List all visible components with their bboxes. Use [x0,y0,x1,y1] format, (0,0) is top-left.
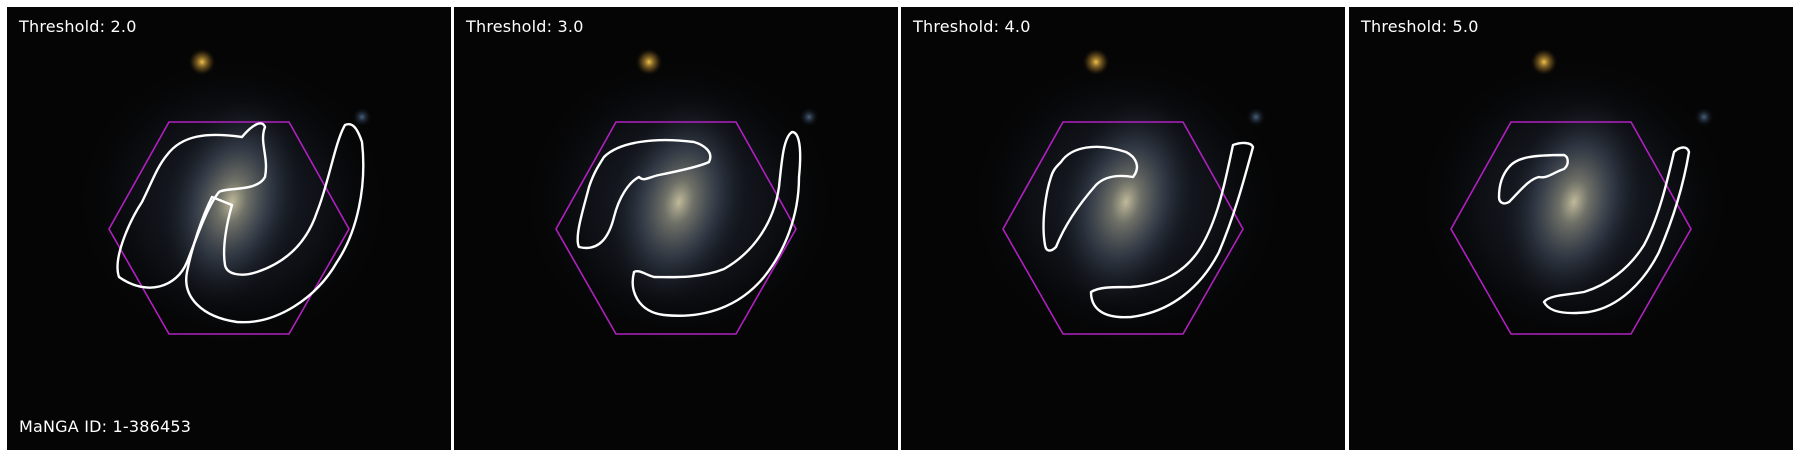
spiral-arm-contour [1542,146,1691,315]
spiral-arm-contour [1497,153,1569,205]
panel-threshold-4: Threshold: 4.0 [901,7,1345,450]
threshold-label: Threshold: 3.0 [466,17,584,36]
ifu-hexagon-outline [1002,121,1244,335]
galaxy-image [1349,7,1793,450]
threshold-label: Threshold: 4.0 [913,17,1031,36]
spiral-arm-contour [576,139,712,250]
spiral-arm-contour [1042,145,1139,252]
spiral-arm-contour [1089,141,1255,319]
panel-threshold-2: Threshold: 2.0 MaNGA ID: 1-386453 [7,7,451,450]
spiral-arm-contour [116,122,268,289]
galaxy-image [7,7,451,450]
panel-threshold-5: Threshold: 5.0 [1349,7,1793,450]
threshold-label: Threshold: 2.0 [19,17,137,36]
spiral-arm-contour [185,123,365,324]
ifu-hexagon-outline [108,121,350,335]
manga-id-label: MaNGA ID: 1-386453 [19,417,192,436]
panel-threshold-3: Threshold: 3.0 [454,7,898,450]
ifu-hexagon-outline [555,121,797,335]
spiral-arm-contour [631,130,802,317]
threshold-label: Threshold: 5.0 [1361,17,1479,36]
galaxy-image [454,7,898,450]
galaxy-image [901,7,1345,450]
ifu-hexagon-outline [1450,121,1692,335]
